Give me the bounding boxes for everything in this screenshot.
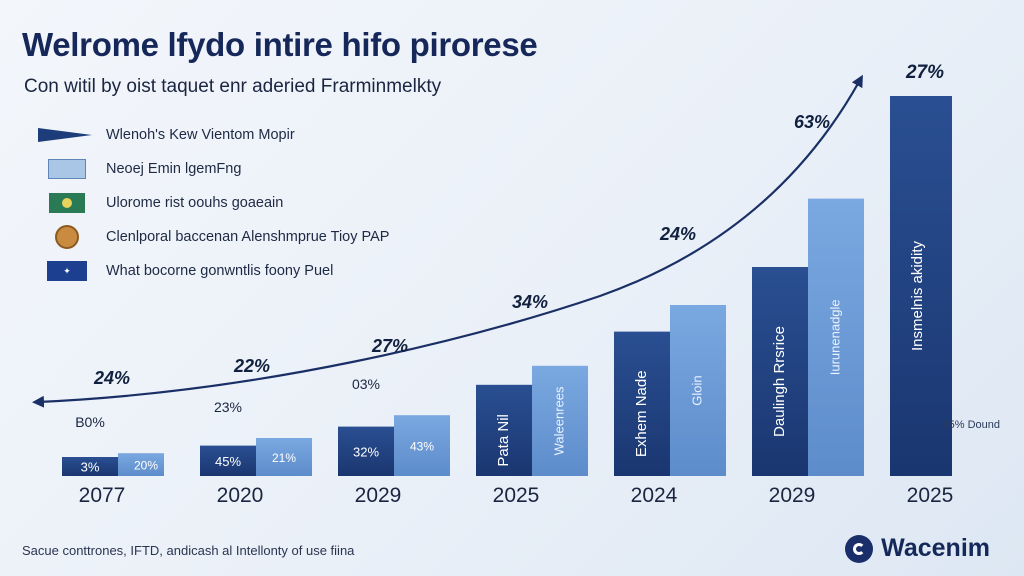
trend-arrow <box>32 74 863 408</box>
bar-top-label: B0% <box>75 414 105 430</box>
bar-dark-label: 32% <box>353 444 379 459</box>
trend-label: 34% <box>512 292 548 312</box>
brand-logo-icon <box>845 534 874 563</box>
bar-light-label: 43% <box>410 440 434 454</box>
bar-dark-label: Pata Nil <box>495 414 512 467</box>
trend-label: 24% <box>93 368 130 388</box>
trend-label: 24% <box>659 224 696 244</box>
bar-light-label: Waleenrees <box>551 386 566 455</box>
bar-dark <box>338 426 394 476</box>
x-tick-label: 2025 <box>493 484 540 507</box>
x-tick-label: 2024 <box>631 484 678 507</box>
x-tick-label: 2029 <box>355 484 402 507</box>
extra-bar-label: 45% Dound <box>943 419 1001 431</box>
bar-light-label: 21% <box>272 451 296 465</box>
bar-light-label: Iurunenadgle <box>827 299 842 375</box>
trend-label: 27% <box>371 336 408 356</box>
bar-dark-label: 3% <box>81 460 100 475</box>
brand: Wacenim <box>845 534 990 563</box>
trend-label: 63% <box>794 112 830 132</box>
bar-dark <box>62 457 118 476</box>
trend-label: 27% <box>905 62 944 83</box>
x-tick-label: 2029 <box>769 484 816 507</box>
source-note: Sacue conttrones, IFTD, andicash al Inte… <box>22 543 355 558</box>
bar-light-label: 20% <box>134 459 158 473</box>
x-tick-label: 2025 <box>907 484 954 507</box>
brand-name: Wacenim <box>881 534 990 562</box>
bar-light-label: Gloin <box>689 375 704 405</box>
bar-dark <box>200 445 256 476</box>
bar-dark-label: Insmelnis akidity <box>909 240 926 351</box>
bar-top-label: 03% <box>352 376 380 392</box>
chart-title: Welrome lfydo intire hifo pirorese <box>22 26 538 63</box>
bar-light <box>118 453 164 476</box>
x-tick-label: 2077 <box>79 484 126 507</box>
bar-light <box>256 438 312 476</box>
x-tick-label: 2020 <box>217 484 264 507</box>
bar-dark-label: Exhem Nade <box>633 370 650 457</box>
bar-dark <box>890 96 952 476</box>
bar-dark-label: 45% <box>215 454 241 469</box>
bar-top-label: 23% <box>214 399 242 415</box>
trend-label: 22% <box>233 356 270 376</box>
bar-dark-label: Daulingh Rrsrice <box>771 326 788 437</box>
bar-light <box>394 415 450 476</box>
